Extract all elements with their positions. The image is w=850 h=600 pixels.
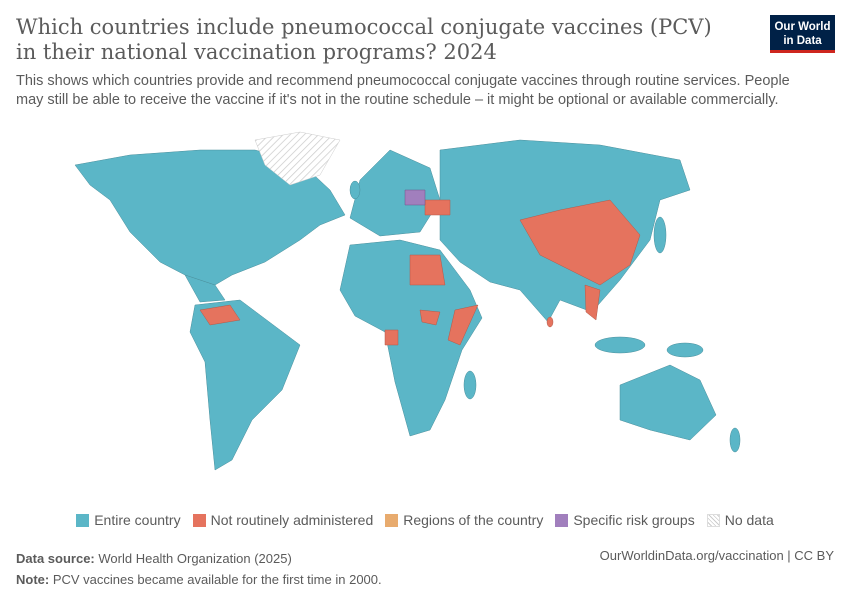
indonesia[interactable] — [594, 336, 646, 354]
swatch — [192, 513, 206, 527]
north-america[interactable] — [74, 149, 346, 286]
legend: Entire country Not routinely administere… — [0, 512, 850, 528]
legend-item-entire-country[interactable]: Entire country — [76, 512, 181, 528]
source-label: Data source: — [16, 551, 95, 566]
new-zealand[interactable] — [729, 427, 741, 453]
greenland[interactable] — [254, 131, 341, 186]
southeast-asia[interactable] — [584, 284, 601, 321]
egypt[interactable] — [409, 254, 446, 286]
legend-label: Regions of the country — [403, 512, 544, 528]
legend-item-not-routine[interactable]: Not routinely administered — [192, 512, 374, 528]
venezuela[interactable] — [199, 304, 241, 326]
ukraine[interactable] — [424, 199, 451, 216]
legend-item-no-data[interactable]: No data — [706, 512, 774, 528]
world-map[interactable] — [0, 120, 850, 505]
chart-subtitle: This shows which countries provide and r… — [16, 73, 790, 108]
footer-notes: Data source: World Health Organization (… — [16, 548, 382, 590]
chart-title: Which countries include pneumococcal con… — [16, 15, 712, 64]
somalia[interactable] — [447, 304, 479, 346]
uk[interactable] — [349, 180, 361, 200]
europe[interactable] — [349, 149, 441, 237]
swatch — [76, 513, 90, 527]
swatch — [385, 513, 399, 527]
legend-label: Specific risk groups — [573, 512, 695, 528]
japan[interactable] — [653, 216, 667, 254]
australia[interactable] — [619, 364, 717, 441]
note-text: PCV vaccines became available for the fi… — [52, 572, 382, 587]
africa[interactable] — [339, 239, 483, 437]
footer-link[interactable]: OurWorldinData.org/vaccination | CC BY — [599, 548, 834, 563]
gabon-congo[interactable] — [384, 329, 399, 346]
source-link[interactable]: World Health Organization (2025) — [98, 551, 292, 566]
note-label: Note: — [16, 572, 50, 587]
sri-lanka[interactable] — [546, 316, 554, 328]
swatch — [555, 513, 569, 527]
legend-item-regions[interactable]: Regions of the country — [385, 512, 543, 528]
new-guinea[interactable] — [666, 342, 704, 358]
central-america[interactable] — [184, 274, 226, 303]
owid-logo[interactable]: Our World in Data — [770, 15, 835, 53]
legend-label: Entire country — [94, 512, 181, 528]
legend-item-risk-groups[interactable]: Specific risk groups — [555, 512, 695, 528]
legend-label: Not routinely administered — [210, 512, 374, 528]
legend-label: No data — [724, 512, 774, 528]
swatch — [706, 513, 720, 527]
madagascar[interactable] — [463, 370, 477, 400]
central-african-region[interactable] — [419, 309, 441, 326]
south-america[interactable] — [189, 299, 301, 471]
china[interactable] — [519, 199, 641, 286]
poland[interactable] — [404, 189, 426, 206]
